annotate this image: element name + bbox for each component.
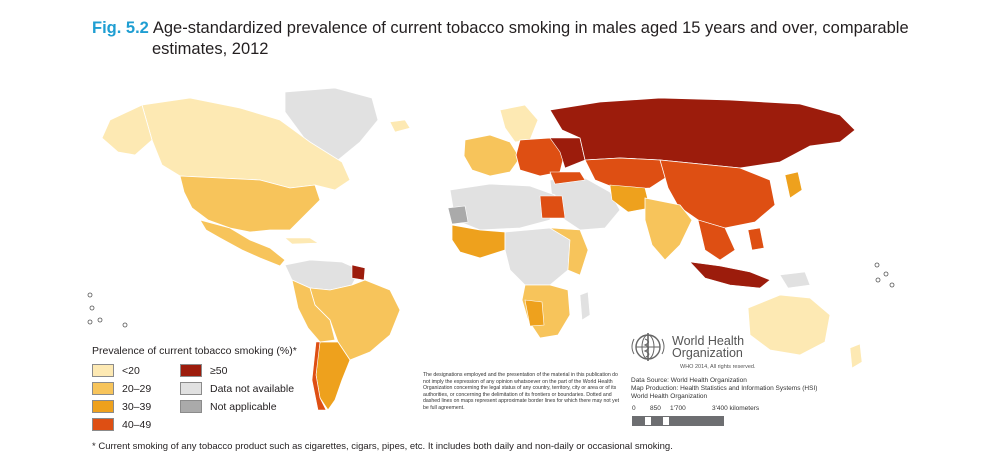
region-alaska [101,104,153,156]
legend-item-not-applicable: Not applicable [180,399,340,414]
legend-item-40-49: 40–49 [92,417,180,432]
who-name: World Health Organization [672,334,745,360]
region-scandinavia [499,104,539,143]
region-iceland [389,119,411,133]
region-central-africa [504,227,571,286]
region-caribbean [284,237,319,245]
region-western-europe [463,134,521,177]
region-japan [784,171,803,199]
scale-label: 1'700 [670,405,686,412]
data-source: Data Source: World Health Organization M… [631,377,818,400]
legend-swatch [180,364,202,377]
region-peru-bolivia [291,279,336,343]
title-line-2: estimates, 2012 [152,40,269,58]
legend-item-no-data: Data not available [180,381,340,396]
legend-swatch [92,364,114,377]
region-indonesia [689,261,771,289]
region-png [779,271,811,289]
title-line-1: Age-standardized prevalence of current t… [152,19,909,37]
region-north-africa [449,183,556,231]
region-ukraine-belarus [549,137,586,169]
region-australia [747,294,831,356]
scale-label: 3'400 kilometers [712,405,760,412]
region-turkey [549,171,586,185]
region-india [644,197,693,261]
region-madagascar [579,291,591,321]
legend-item-30-39: 30–39 [92,399,180,414]
legend-swatch [180,400,202,413]
region-canada [141,97,351,191]
legend-swatch [92,418,114,431]
legend-item-under-20: <20 [92,363,180,378]
scale-bar: 0 850 1'700 3'400 kilometers [632,405,832,426]
region-philippines [747,227,765,251]
who-rights: WHO 2014, All rights reserved. [680,364,756,370]
legend-title: Prevalence of current tobacco smoking (%… [92,345,297,357]
scale-label: 0 [632,405,636,412]
legend-item-50-plus: ≥50 [180,363,340,378]
world-map [87,87,895,410]
figure-number: Fig. 5.2 [92,19,149,37]
figure-title: Fig. 5.2 Age-standardized prevalence of c… [92,18,912,60]
region-guiana [351,264,366,281]
scale-label: 850 [650,405,661,412]
region-usa [179,175,321,233]
who-logo: World Health Organization [628,330,744,364]
pacific-islands [87,262,895,328]
region-southeast-asia [697,219,736,261]
region-pakistan-iran [609,184,651,213]
region-east-africa [549,227,589,276]
who-emblem-icon [631,333,665,361]
scale-track [632,416,832,426]
region-new-zealand [849,343,863,369]
map-disclaimer: The designations employed and the presen… [423,372,620,411]
region-western-sahara [447,205,469,225]
region-west-africa [451,224,506,259]
footnote: * Current smoking of any tobacco product… [92,441,673,452]
region-chile [311,341,327,410]
legend-swatch [92,382,114,395]
region-central-asia [584,157,671,191]
map-legend: Prevalence of current tobacco smoking (%… [92,345,340,432]
region-china [659,159,776,229]
region-namibia-botswana [524,299,545,327]
legend-item-20-29: 20–29 [92,381,180,396]
region-mexico [199,219,286,267]
region-russia [549,97,856,169]
legend-swatch [92,400,114,413]
legend-swatch [180,382,202,395]
region-egypt [539,195,566,219]
